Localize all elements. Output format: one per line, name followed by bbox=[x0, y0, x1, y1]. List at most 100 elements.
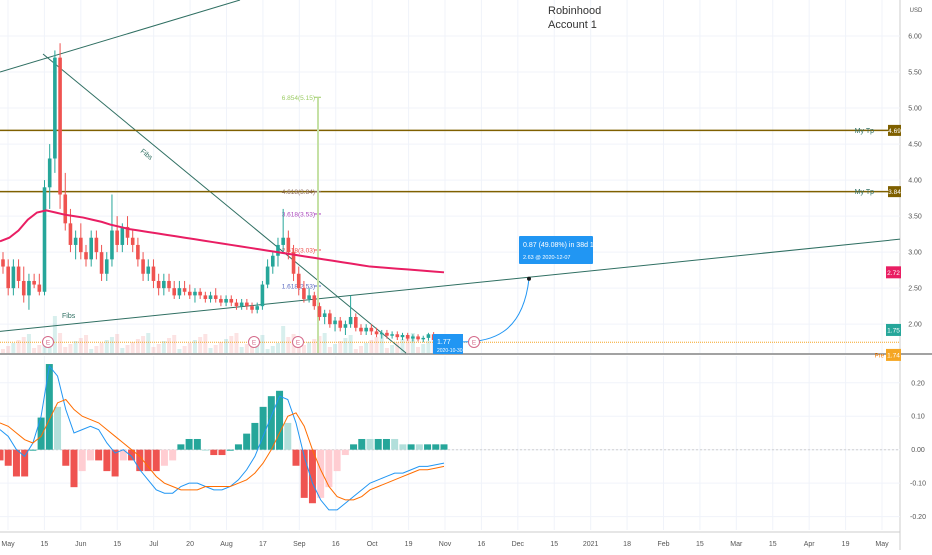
volume-bar bbox=[327, 347, 332, 353]
current-price-marker-bg bbox=[433, 334, 463, 354]
candle-body bbox=[167, 280, 171, 289]
x-tick-label: 18 bbox=[623, 541, 631, 548]
x-tick-label: Mar bbox=[730, 541, 743, 548]
candle-body bbox=[364, 327, 368, 332]
candle-body bbox=[27, 280, 31, 296]
volume-bar bbox=[99, 343, 104, 353]
macd-histogram-bar bbox=[169, 449, 177, 461]
x-tick-label: 19 bbox=[842, 541, 850, 548]
macd-histogram-bar bbox=[251, 422, 259, 450]
candle-body bbox=[348, 316, 353, 325]
volume-bar bbox=[244, 344, 249, 353]
candle-body bbox=[333, 320, 337, 325]
volume-bar bbox=[416, 347, 421, 353]
volume-bar bbox=[426, 341, 431, 353]
candle-body bbox=[89, 237, 93, 260]
macd-y-tick-label: 0.00 bbox=[911, 447, 925, 454]
candle-body bbox=[47, 158, 52, 188]
candle-body bbox=[312, 295, 317, 307]
volume-bar bbox=[281, 326, 286, 353]
event-marker bbox=[42, 336, 54, 348]
candle-body bbox=[130, 237, 135, 245]
macd-histogram-bar bbox=[70, 449, 78, 488]
candle-body bbox=[146, 266, 151, 274]
candle-body bbox=[53, 57, 57, 159]
volume-bar bbox=[37, 345, 42, 353]
volume-bar bbox=[32, 348, 37, 353]
candle-body bbox=[296, 273, 301, 289]
volume-bar bbox=[213, 345, 218, 353]
candle-body bbox=[276, 244, 280, 256]
volume-bar bbox=[52, 316, 57, 353]
volume-bar bbox=[421, 344, 426, 353]
macd-histogram-bar bbox=[391, 438, 399, 450]
macd-histogram-bar bbox=[267, 396, 275, 450]
event-marker bbox=[248, 336, 260, 348]
candle-body bbox=[421, 337, 426, 340]
macd-histogram-bar bbox=[86, 449, 94, 461]
event-marker-label: E bbox=[46, 340, 51, 347]
volume-bar bbox=[161, 341, 166, 353]
macd-histogram-bar bbox=[78, 449, 86, 472]
macd-histogram-bar bbox=[407, 444, 415, 450]
macd-histogram-bar bbox=[276, 390, 284, 450]
macd-histogram-bar bbox=[144, 449, 152, 472]
volume-bar bbox=[182, 346, 187, 353]
x-tick-label: 15 bbox=[113, 541, 121, 548]
x-tick-label: 15 bbox=[769, 541, 777, 548]
event-marker bbox=[292, 336, 304, 348]
x-tick-label: May bbox=[875, 541, 889, 548]
volume-bar bbox=[286, 337, 291, 353]
volume-bar bbox=[21, 337, 26, 353]
x-tick-label: Apr bbox=[804, 541, 816, 548]
volume-bar bbox=[405, 336, 410, 353]
volume-bar bbox=[384, 348, 389, 353]
volume-bar bbox=[317, 336, 322, 353]
volume-bar bbox=[192, 340, 197, 353]
volume-bar bbox=[275, 343, 280, 353]
candle-body bbox=[385, 332, 389, 336]
candle-body bbox=[42, 187, 47, 292]
candle-body bbox=[32, 280, 36, 285]
x-tick-label: Dec bbox=[512, 541, 525, 548]
candle-body bbox=[94, 237, 99, 253]
volume-bar bbox=[410, 333, 415, 353]
trend-line-upper bbox=[0, 0, 241, 73]
y-tick-label: 6.00 bbox=[908, 34, 922, 41]
candle-body bbox=[426, 334, 431, 338]
candle-body bbox=[255, 306, 260, 310]
x-tick-label: 2021 bbox=[583, 541, 599, 548]
candle-body bbox=[260, 284, 265, 307]
y-tick-label: 3.00 bbox=[908, 250, 922, 257]
macd-histogram-bar bbox=[432, 444, 440, 450]
volume-bar bbox=[338, 341, 343, 353]
projection-label: 0.87 (49.08%) in 38d 1h bbox=[523, 242, 598, 249]
volume-bar bbox=[1, 349, 5, 353]
volume-bar bbox=[270, 346, 275, 353]
volume-bar bbox=[141, 336, 146, 353]
macd-histogram-bar bbox=[37, 417, 45, 450]
volume-bar bbox=[120, 348, 125, 353]
candle-body bbox=[379, 332, 384, 335]
candle-body bbox=[172, 288, 177, 296]
macd-histogram-bar bbox=[128, 449, 136, 461]
volume-bar bbox=[135, 339, 140, 353]
chart-title: Robinhood bbox=[548, 5, 602, 17]
currency-label: USD bbox=[910, 8, 923, 14]
candle-body bbox=[239, 302, 244, 307]
candle-body bbox=[115, 230, 119, 245]
macd-histogram-bar bbox=[119, 449, 127, 461]
candle-body bbox=[177, 288, 182, 296]
y-tick-label: 4.50 bbox=[908, 142, 922, 149]
candle-body bbox=[203, 295, 208, 299]
candle-body bbox=[307, 295, 311, 299]
macd-histogram-bar bbox=[45, 364, 53, 450]
candle-body bbox=[99, 252, 104, 274]
candle-body bbox=[84, 252, 88, 260]
current-price-marker-date: 2020-10-30 bbox=[437, 348, 463, 354]
volume-bar bbox=[265, 349, 270, 353]
macd-histogram-bar bbox=[29, 449, 37, 451]
macd-pane[interactable] bbox=[0, 364, 448, 511]
